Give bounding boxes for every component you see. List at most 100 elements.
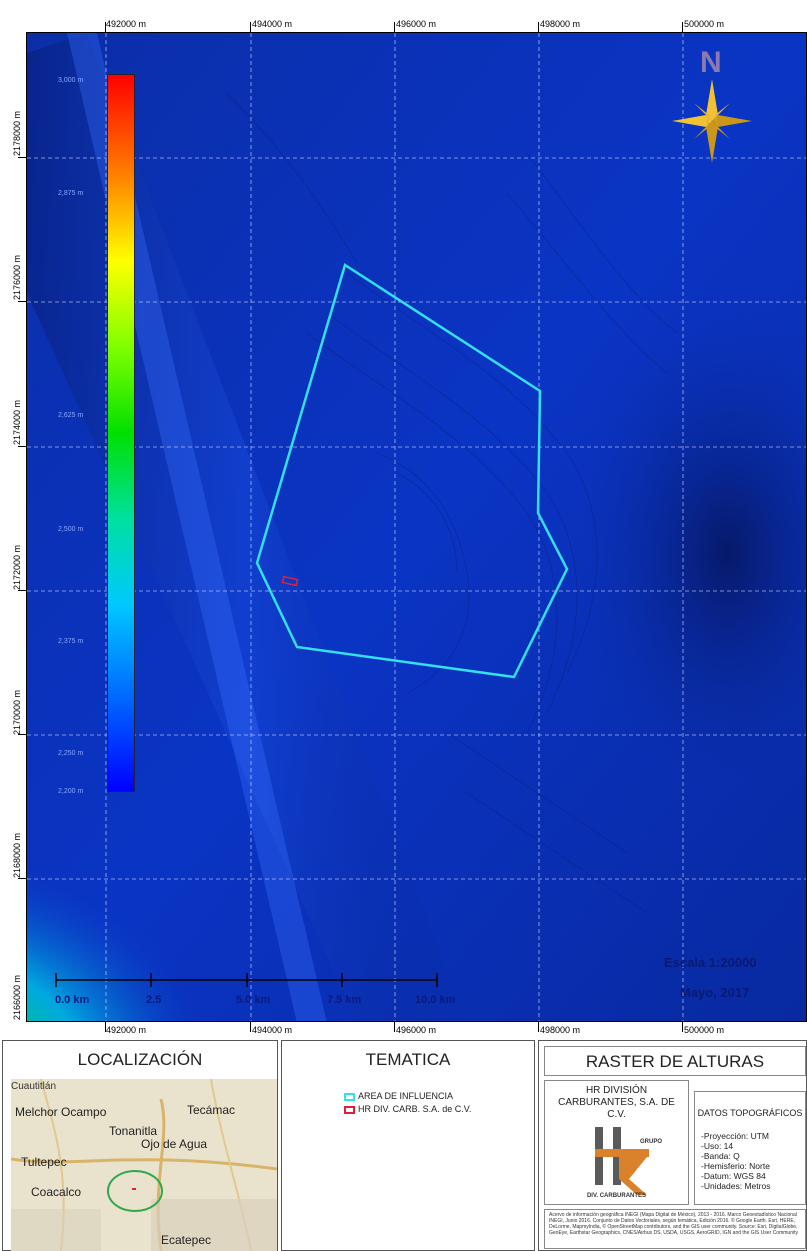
tematica-title: TEMATICA xyxy=(365,1050,451,1069)
elevation-legend-label: 2,250 m xyxy=(58,750,84,757)
bottom-coord-label: 500000 m xyxy=(684,1025,725,1035)
datos-box: DATOS TOPOGRÁFICOS -Proyección: UTM -Uso… xyxy=(694,1091,806,1205)
left-coord-label: 2178000 m xyxy=(12,110,22,156)
top-coord-label: 494000 m xyxy=(252,19,293,29)
left-coord-label: 2170000 m xyxy=(12,689,22,735)
place-label: Melchor Ocampo xyxy=(15,1105,107,1119)
tick xyxy=(18,446,26,447)
datos-list: -Proyección: UTM -Uso: 14 -Banda: Q -Hem… xyxy=(701,1131,770,1191)
location-map-roads xyxy=(11,1079,277,1251)
top-coord-label: 500000 m xyxy=(684,19,725,29)
tematica-panel: TEMATICA AREA DE INFLUENCIA HR DIV. CARB… xyxy=(281,1040,535,1251)
elevation-legend-label: 2,500 m xyxy=(58,526,84,533)
elevation-legend-label: 2,375 m xyxy=(58,638,84,645)
contour-lines xyxy=(226,92,678,914)
tick xyxy=(18,878,26,879)
place-label: Tonanitla xyxy=(109,1124,158,1138)
map-svg xyxy=(27,33,806,1021)
scale-label: Escala 1:20000 xyxy=(664,955,757,970)
location-map[interactable]: Cuautitlán Melchor Ocampo Tecámac Tonani… xyxy=(11,1079,277,1251)
datos-item: -Uso: 14 xyxy=(701,1141,734,1151)
datos-item: -Unidades: Metros xyxy=(701,1181,771,1191)
place-label: Ecatepec xyxy=(161,1233,212,1247)
bottom-coord-label: 498000 m xyxy=(540,1025,581,1035)
scale-number: 0.0 km xyxy=(55,994,90,1006)
grid-lines xyxy=(27,33,806,1021)
company-name: HR DIVISIÓN CARBURANTES, S.A. DE C.V. xyxy=(558,1085,675,1120)
tick xyxy=(105,1022,106,1032)
legend-item-site: HR DIV. CARB. S.A. de C.V. xyxy=(344,1104,471,1114)
tick xyxy=(18,734,26,735)
scale-number: 7.5 km xyxy=(327,994,362,1006)
localizacion-panel: LOCALIZACIÓN Cuautitlán Melchor Ocampo T… xyxy=(2,1040,278,1251)
place-label: Coacalco xyxy=(31,1185,82,1199)
tick xyxy=(18,301,26,302)
southwest-hill xyxy=(27,743,347,1021)
elevation-legend-label: 2,875 m xyxy=(58,190,84,197)
raster-panel: RASTER DE ALTURAS HR DIVISIÓN CARBURANTE… xyxy=(538,1040,807,1251)
tick xyxy=(394,1022,395,1032)
elevation-legend-label: 3,000 m xyxy=(58,77,84,84)
tick xyxy=(250,1022,251,1032)
tick xyxy=(394,22,395,32)
datos-item: -Hemisferio: Norte xyxy=(701,1161,770,1171)
datos-item: -Datum: WGS 84 xyxy=(701,1171,766,1181)
tick xyxy=(682,1022,683,1032)
tick xyxy=(250,22,251,32)
top-coord-label: 498000 m xyxy=(540,19,581,29)
logo-graphic xyxy=(595,1127,649,1195)
datos-item: -Proyección: UTM xyxy=(701,1131,770,1141)
tick xyxy=(538,1022,539,1032)
credits-box: Acervo de información geográfica INEGI (… xyxy=(544,1209,806,1249)
logo-subtext: DIV. CARBURANTES xyxy=(586,1193,647,1199)
company-logo xyxy=(589,1127,653,1195)
left-coord-label: 2168000 m xyxy=(12,832,22,878)
elevation-color-ramp xyxy=(107,74,135,792)
scale-number: 10.0 km xyxy=(415,994,456,1006)
tick xyxy=(105,22,106,32)
company-box: HR DIVISIÓN CARBURANTES, S.A. DE C.V. GR… xyxy=(544,1080,689,1205)
elevation-legend-label: 2,200 m xyxy=(58,788,84,795)
bottom-coord-label: 492000 m xyxy=(106,1025,147,1035)
scale-number: 2.5 xyxy=(146,994,162,1006)
datos-item: -Banda: Q xyxy=(701,1151,740,1161)
localizacion-title: LOCALIZACIÓN xyxy=(77,1050,203,1069)
tick xyxy=(18,590,26,591)
east-hills xyxy=(567,293,806,813)
tick xyxy=(538,22,539,32)
legend-label: HR DIV. CARB. S.A. de C.V. xyxy=(358,1104,472,1114)
bottom-coord-label: 496000 m xyxy=(396,1025,437,1035)
top-coord-label: 496000 m xyxy=(396,19,437,29)
top-coord-label: 492000 m xyxy=(106,19,147,29)
site-marker[interactable] xyxy=(281,575,299,587)
bottom-coord-label: 494000 m xyxy=(252,1025,293,1035)
left-coord-label: 2174000 m xyxy=(12,399,22,445)
raster-title-box: RASTER DE ALTURAS xyxy=(544,1046,806,1076)
logo-text: GRUPO xyxy=(640,1139,663,1145)
scale-bar xyxy=(55,973,438,987)
area-influencia-polygon[interactable] xyxy=(255,263,569,679)
datos-title: DATOS TOPOGRÁFICOS xyxy=(697,1108,803,1118)
north-label: N xyxy=(700,46,722,79)
left-coord-label: 2172000 m xyxy=(12,544,22,590)
place-label: Tultepec xyxy=(21,1155,67,1169)
elevation-legend-label: 2,625 m xyxy=(58,412,84,419)
raster-title: RASTER DE ALTURAS xyxy=(585,1052,765,1071)
site-swatch xyxy=(344,1105,355,1114)
ridge-band xyxy=(27,33,467,1021)
north-arrow-icon xyxy=(672,79,752,163)
place-label: Tecámac xyxy=(187,1103,236,1117)
tick xyxy=(18,157,26,158)
date-label: Mayo, 2017 xyxy=(680,985,750,1000)
scale-number: 5.0 km xyxy=(236,994,271,1006)
area-swatch xyxy=(344,1092,355,1101)
legend-item-area: AREA DE INFLUENCIA xyxy=(344,1091,453,1101)
tick xyxy=(682,22,683,32)
elevation-map[interactable] xyxy=(26,32,807,1022)
left-coord-label: 2166000 m xyxy=(12,974,22,1020)
place-label: Cuautitlán xyxy=(11,1081,57,1092)
left-coord-label: 2176000 m xyxy=(12,254,22,300)
legend-label: AREA DE INFLUENCIA xyxy=(358,1091,454,1101)
place-label: Ojo de Agua xyxy=(141,1137,208,1151)
